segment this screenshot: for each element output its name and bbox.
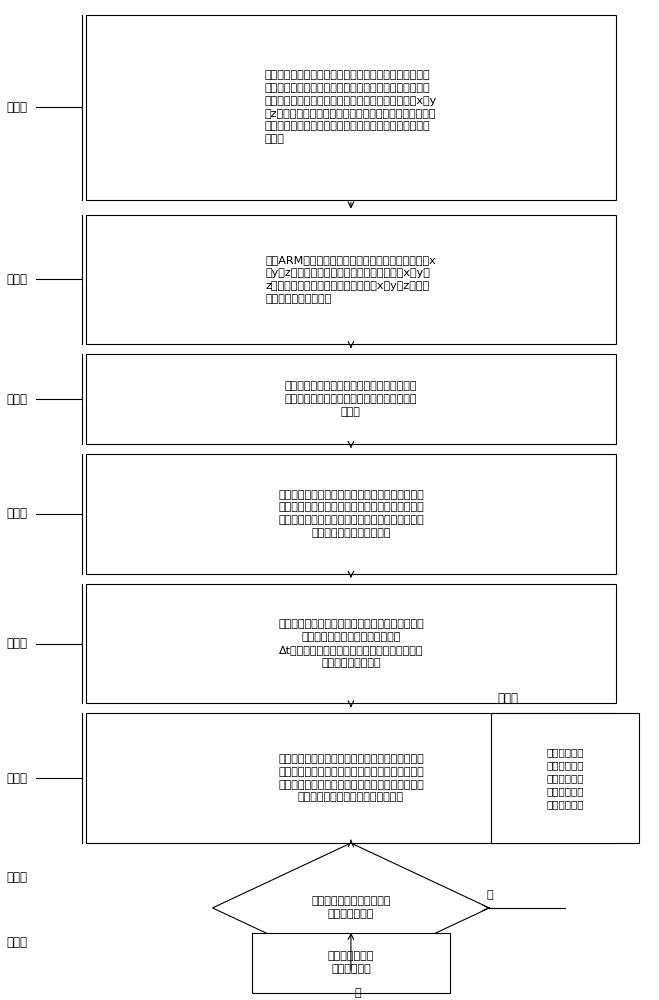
Text: 步骤四: 步骤四 <box>7 507 28 520</box>
Text: 步骤九: 步骤九 <box>498 692 519 705</box>
Text: 否: 否 <box>487 890 494 900</box>
Bar <box>491 713 639 843</box>
Bar <box>86 15 616 200</box>
Bar <box>86 454 616 574</box>
Text: 对步骤一中读取到的三轴陀螺仪计传感器初始化数
据、三轴加速度计传感器初始化数据和三轴磁强计
传感器初始化数据进行前置低通滤波与前端数据处
理，实现测量数据的精确: 对步骤一中读取到的三轴陀螺仪计传感器初始化数 据、三轴加速度计传感器初始化数据和… <box>278 490 424 538</box>
Text: 步骤八: 步骤八 <box>7 936 28 949</box>
Text: 步骤六: 步骤六 <box>7 772 28 785</box>
Bar <box>86 215 616 344</box>
Polygon shape <box>212 843 489 973</box>
Text: 将三轴陀螺仪计传感器、三轴加速度计传感器和三轴磁强
计传感器水平固定在转台上，使三轴陀螺仪计传感器、三
轴加速度计传感器和三轴磁强计传感器的三个敏感轴x，y
，: 将三轴陀螺仪计传感器、三轴加速度计传感器和三轴磁强 计传感器水平固定在转台上，使… <box>265 70 437 144</box>
Text: 判断是否需要四元数三维姿
态惯性数据输出: 判断是否需要四元数三维姿 态惯性数据输出 <box>311 897 391 919</box>
Text: 步骤二: 步骤二 <box>7 273 28 286</box>
Bar <box>86 354 616 444</box>
Text: 步骤一: 步骤一 <box>7 101 28 114</box>
Text: 是: 是 <box>354 988 361 998</box>
Text: 利用读到的三轴加速度计传感器和三轴磁强计
传感器的数据进行欧拉角初始对准和四元数的
初始化: 利用读到的三轴加速度计传感器和三轴磁强计 传感器的数据进行欧拉角初始对准和四元数… <box>285 381 417 417</box>
Text: 步骤七: 步骤七 <box>7 871 28 884</box>
Text: 采用ARM处理器连续读取三轴陀螺仪计传感器敏感轴x
、y、z轴的数据、三轴加速度计传感器敏感轴x、y、
z轴的数据和三轴磁强计传感器敏感轴x、y、z轴的数
据和: 采用ARM处理器连续读取三轴陀螺仪计传感器敏感轴x 、y、z轴的数据、三轴加速度… <box>266 255 436 304</box>
Text: 将四元数三维
姿态惯性数据
转换成欧拉角
三维姿态惯性
数据进行输出: 将四元数三维 姿态惯性数据 转换成欧拉角 三维姿态惯性 数据进行输出 <box>546 748 584 809</box>
Text: 输出四元数三维
姿态惯性数据: 输出四元数三维 姿态惯性数据 <box>328 951 374 974</box>
Text: 步骤五: 步骤五 <box>7 637 28 650</box>
Bar <box>86 713 616 843</box>
Text: 利用步骤二得到的各敏感轴数据和步骤四得到的精
确化数据采用拓展卡尔曼滤波器在
Δt时间间隔内进行拓展卡尔曼滤波的时间更新，
得到预测四元数数据: 利用步骤二得到的各敏感轴数据和步骤四得到的精 确化数据采用拓展卡尔曼滤波器在 Δ… <box>278 619 424 668</box>
Text: 利用步骤四得到的精确化的三轴加速度计传感器数
据和精确化的三轴磁强计传感器数据，在上一时刻
得到的预测四元数三维姿态惯性数据处做线性化展
开，进行拓展卡尔曼滤波: 利用步骤四得到的精确化的三轴加速度计传感器数 据和精确化的三轴磁强计传感器数据，… <box>278 754 424 802</box>
Text: 步骤三: 步骤三 <box>7 393 28 406</box>
Bar <box>252 933 449 993</box>
Bar <box>86 584 616 703</box>
